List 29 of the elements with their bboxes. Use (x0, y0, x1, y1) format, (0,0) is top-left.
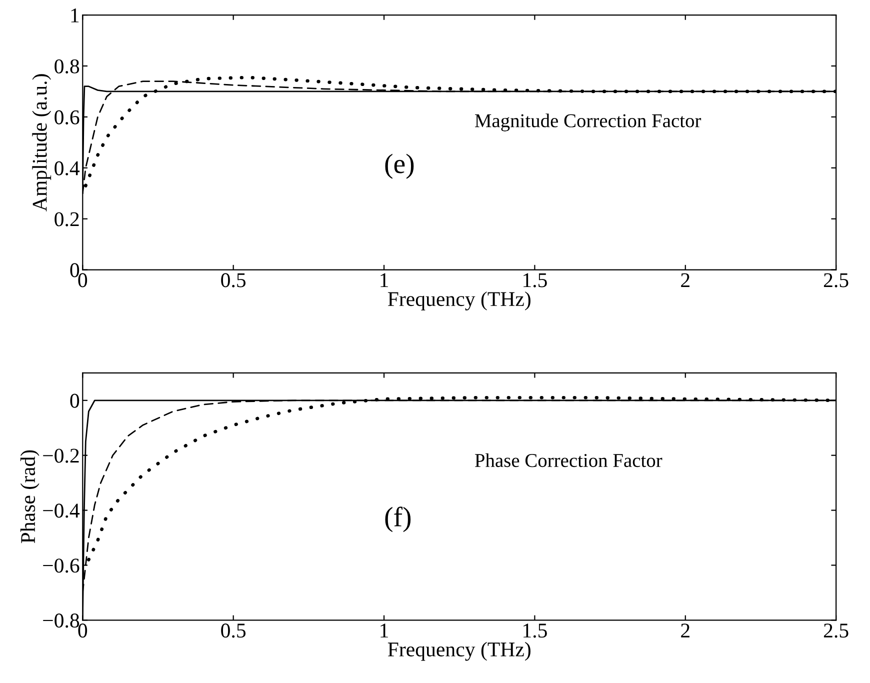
annotation: Magnitude Correction Factor (474, 114, 702, 132)
y-tick-label: 0.4 (54, 161, 80, 176)
annotation: Phase Correction Factor (474, 453, 662, 468)
y-tick-label: −0.4 (43, 504, 80, 518)
x-tick-label: 0.5 (221, 624, 246, 638)
y-tick-label: 1 (71, 8, 79, 22)
y-axis-title: Phase (rad) (20, 450, 40, 544)
y-tick-label: 0 (70, 263, 80, 278)
y-axis-title: Amplitude (a.u.) (32, 74, 52, 212)
y-tick-label: 0.8 (54, 59, 80, 74)
y-tick-label: −0.2 (43, 448, 79, 463)
x-tick-label: 0.5 (221, 273, 246, 288)
y-tick-label: −0.8 (43, 614, 80, 628)
x-tick-label: 2 (681, 624, 690, 638)
x-axis-title: Frequency (THz) (388, 642, 530, 661)
x-tick-label: 1 (380, 624, 388, 638)
x-tick-label: 1 (380, 273, 388, 288)
y-tick-label: 0.2 (54, 212, 79, 226)
x-tick-label: 1.5 (524, 624, 547, 638)
y-tick-label: 0.6 (54, 110, 80, 124)
x-tick-label: 2.5 (824, 624, 848, 638)
x-tick-label: 2.5 (824, 273, 848, 288)
annotation: (f) (385, 506, 411, 532)
x-tick-label: 2 (681, 273, 690, 288)
x-tick-label: 1.5 (524, 273, 547, 288)
annotation: (e) (385, 154, 414, 179)
x-axis-title: Frequency (THz) (388, 291, 530, 310)
y-tick-label: −0.6 (43, 558, 80, 573)
y-tick-label: 0 (70, 394, 80, 408)
